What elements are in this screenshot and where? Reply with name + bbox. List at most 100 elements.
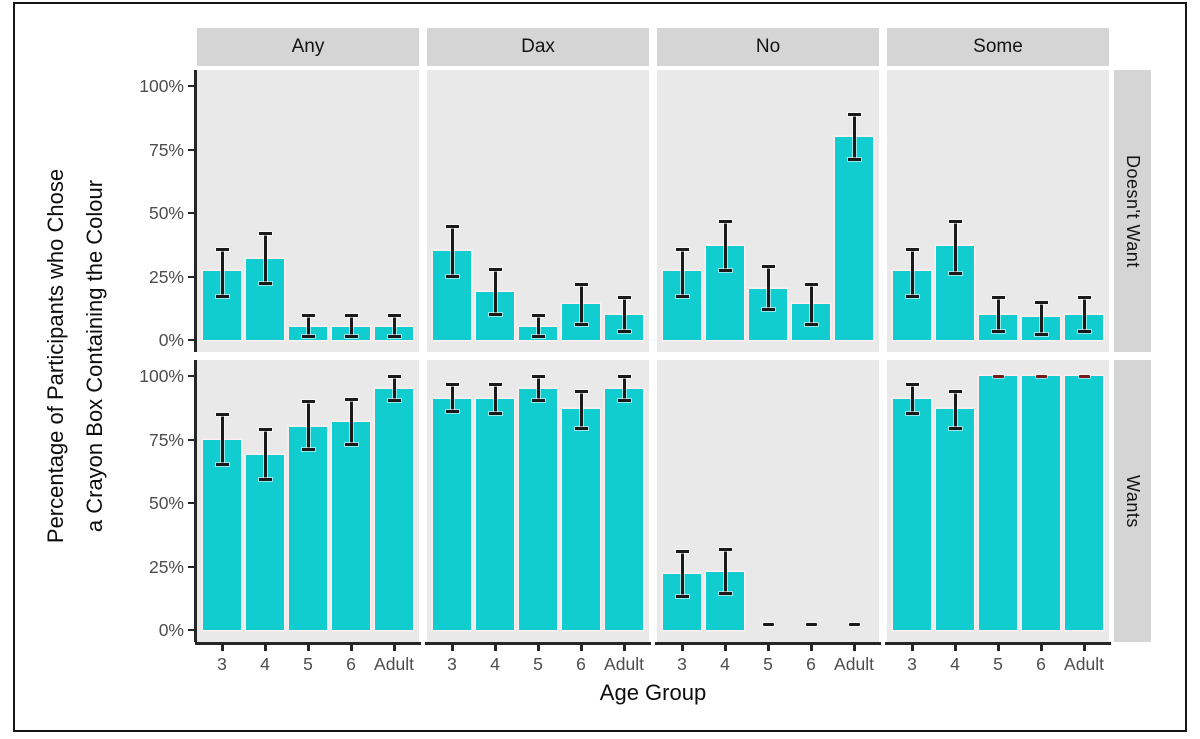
error-bar-cap-bottom [387,399,401,403]
error-bar-line [263,233,267,285]
facet-row-label: Doesn't Want [1123,154,1143,268]
error-bar-cap-bottom [617,330,631,334]
bar [433,398,471,630]
error-bar-cap-top [718,219,732,223]
full-bar-marker-dash [992,375,1004,378]
error-bar-line [723,220,727,272]
bar [289,426,327,630]
error-bar-line [536,376,540,402]
x-axis-tick [766,645,770,651]
x-axis-line [425,642,651,645]
error-bar-cap-top [847,112,861,116]
facet-column-strip: Some [887,28,1109,66]
error-bar-cap-bottom [948,427,962,431]
x-axis-tick [723,645,727,651]
error-bar-cap-top [948,219,962,223]
y-axis-tick [188,148,194,151]
error-bar-cap-bottom [574,322,588,326]
bar [979,376,1017,630]
x-tick-label: 6 [806,654,816,674]
error-bar-cap-bottom [531,335,545,339]
error-bar-line [493,383,497,415]
error-bar-line [852,113,856,160]
error-bar-cap-top [488,267,502,271]
y-axis-tick [188,85,194,87]
x-axis-tick [852,645,856,651]
error-bar-cap-bottom [488,412,502,416]
error-bar-line [349,314,353,338]
bar [1022,376,1060,630]
error-bar-cap-bottom [301,447,315,451]
y-tick-label: 75% [148,139,184,160]
x-axis-tick [220,645,224,651]
error-bar-line [306,314,310,338]
error-bar-line [622,296,626,333]
error-bar-line [953,391,957,430]
error-bar-line [622,376,626,402]
error-bar-cap-bottom [258,282,272,286]
x-axis-tick [450,645,454,651]
bar [936,409,974,630]
bar [1065,376,1103,630]
error-bar-cap-top [675,550,689,554]
error-bar-cap-top [761,265,775,269]
error-bar-line [450,225,454,277]
facet-column-label: Any [291,36,325,57]
error-bar-cap-bottom [488,312,502,316]
error-bar-cap-bottom [847,157,861,161]
error-bar-cap-top [301,400,315,404]
y-axis-tick [188,565,194,568]
x-tick-label: 4 [720,654,730,674]
x-tick-label: Adult [604,654,644,674]
facet-column-strip: Any [197,28,419,66]
error-bar-line [450,383,454,412]
x-tick-label: 3 [907,654,917,674]
y-tick-label: 50% [148,493,184,513]
error-bar-line [220,414,224,465]
error-bar-line [579,284,583,325]
x-axis-tick [622,645,626,651]
y-axis-tick [188,212,194,214]
error-bar-line [680,551,684,597]
bar [203,439,241,630]
bar [562,409,600,630]
error-bar-cap-bottom [1077,330,1091,334]
error-bar-line [680,248,684,297]
error-bar-line [1039,301,1043,335]
x-axis-tick [392,645,396,651]
facet-column-label: Dax [521,36,555,57]
x-axis-tick [809,645,813,651]
x-axis-tick [349,645,353,651]
x-axis-tick [306,645,310,651]
x-axis-tick [910,645,914,651]
error-bar-cap-bottom [344,335,358,339]
error-bar-cap-bottom [215,462,229,466]
error-bar-cap-top [445,382,459,386]
x-tick-label: 3 [447,654,457,674]
error-bar-cap-bottom [761,307,775,311]
facet-column-label: Some [973,36,1023,57]
facet-column-label: No [755,36,781,57]
full-bar-marker-dash [1035,375,1047,378]
error-bar-cap-bottom [574,427,588,431]
error-bar-cap-top [387,313,401,317]
error-bar-line [306,401,310,450]
error-bar-line [766,266,770,310]
error-bar-cap-bottom [675,594,689,598]
error-bar-cap-bottom [804,322,818,326]
facet-row-label: Wants [1123,474,1143,528]
y-axis-line [194,70,197,352]
y-tick-label: 25% [148,556,184,577]
y-axis-tick [188,375,194,377]
figure-border-frame: Percentage of Participants who Chose a C… [13,2,1187,732]
facet-row-strip: Wants [1114,360,1151,642]
error-bar-line [809,284,813,325]
x-axis-line [885,642,1111,645]
bar [605,388,643,630]
error-bar-cap-top [905,247,919,251]
y-axis-tick [188,275,194,278]
y-tick-label: 50% [148,203,184,223]
error-bar-cap-top [215,247,229,251]
error-bar-cap-top [991,295,1005,299]
